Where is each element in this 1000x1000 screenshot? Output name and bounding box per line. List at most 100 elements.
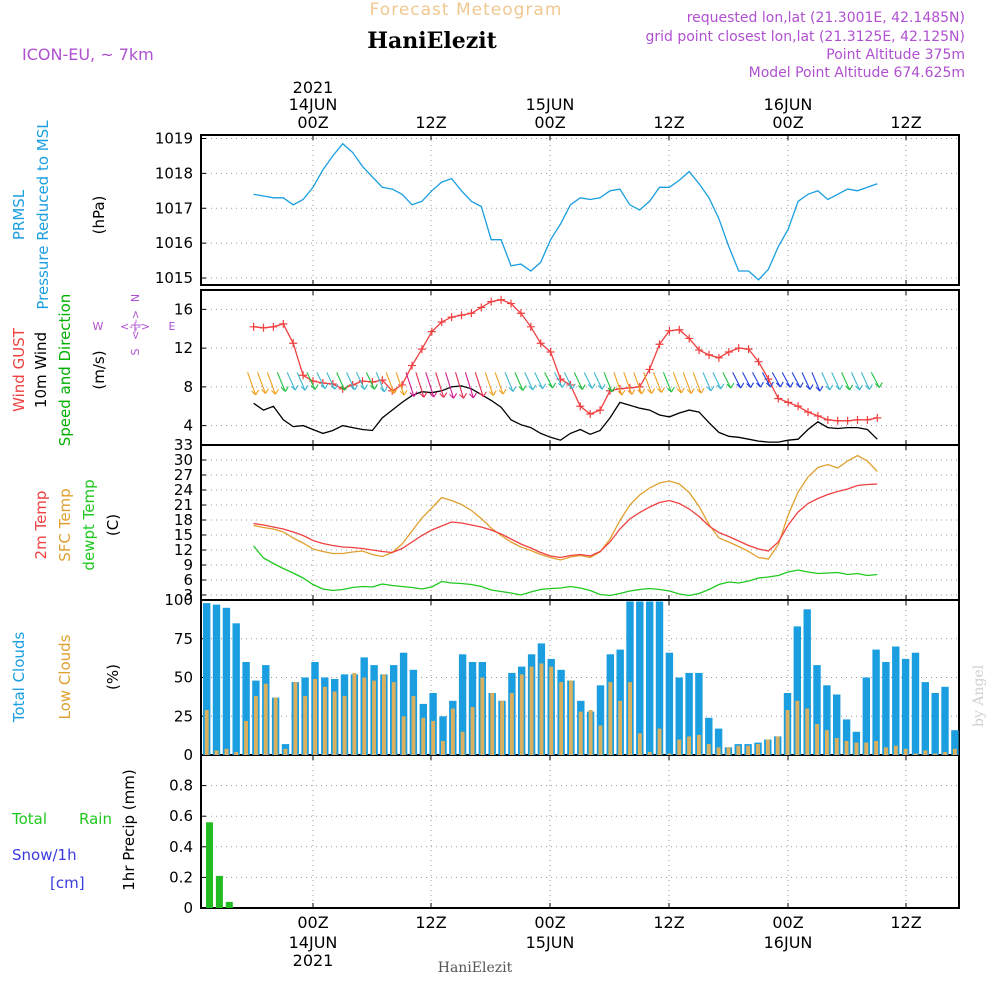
y-tick-label: 15 — [174, 526, 193, 544]
low-clouds-bar — [874, 741, 879, 755]
total-clouds-bar — [222, 607, 231, 756]
low-clouds-bar — [519, 674, 524, 755]
total-clouds-bar — [911, 652, 920, 755]
y-tick-label: 24 — [174, 481, 193, 499]
low-clouds-bar — [844, 741, 849, 755]
wind-direction-arrow — [672, 372, 685, 394]
y-tick-label: 25 — [174, 707, 193, 725]
wind-direction-arrow — [860, 372, 873, 390]
total-clouds-bar — [833, 694, 841, 755]
low-clouds-bar — [303, 696, 308, 755]
compass-horizontal-arrow: <-|-> — [120, 320, 150, 333]
low-clouds-bar — [815, 724, 819, 755]
gust-marker — [734, 344, 743, 353]
low-clouds-bar — [441, 741, 445, 755]
wind-direction-arrow — [702, 372, 715, 392]
panel-frame — [200, 754, 960, 909]
wind-direction-arrow — [405, 372, 418, 397]
gust-marker — [289, 339, 298, 348]
y-tick-label: 8 — [183, 378, 193, 396]
low-clouds-bar — [490, 693, 495, 755]
low-clouds-bar — [244, 720, 248, 755]
wind-direction-arrow — [692, 372, 705, 394]
low-clouds-bar — [421, 717, 426, 755]
gust-marker — [804, 408, 812, 417]
low-clouds-bar — [667, 753, 672, 755]
forecast-title: Forecast Meteogram — [370, 0, 563, 20]
low-clouds-bar — [313, 679, 317, 755]
gust-marker — [724, 348, 733, 356]
wind-direction-arrow — [831, 372, 844, 391]
snow-label: Snow/1h — [12, 846, 77, 864]
total-clouds-bar — [872, 649, 880, 755]
total-clouds-bar — [892, 646, 900, 755]
bottom-date-15jun: 15JUN — [526, 933, 575, 952]
top-tick-12z-3: 12Z — [890, 113, 921, 132]
total-clouds-bar — [232, 623, 240, 756]
low-clouds-bar — [460, 731, 465, 756]
rain-bar — [215, 875, 223, 908]
wind-direction-arrow — [356, 372, 368, 390]
wind-label: 10m Wind — [32, 332, 50, 408]
low-clouds-bar — [391, 682, 396, 755]
total-clouds-bar — [646, 601, 654, 755]
grid-point-coords: grid point closest lon,lat (21.3125E, 42… — [645, 29, 965, 45]
gust-marker — [507, 299, 515, 308]
rain-bar — [225, 901, 233, 908]
low-clouds-bar — [362, 677, 367, 755]
gust-marker — [695, 346, 704, 355]
total-clouds-bar — [665, 652, 674, 755]
y-tick-label: 6 — [183, 571, 193, 589]
low-clouds-bar — [716, 747, 721, 756]
low-clouds-bar — [775, 736, 780, 755]
wind-unit: (m/s) — [90, 350, 108, 389]
wind-direction-arrow — [296, 372, 309, 391]
total-clouds-bar — [882, 662, 890, 755]
total-clouds-bar — [458, 654, 467, 756]
gust-marker — [576, 402, 585, 411]
low-clouds-bar — [509, 693, 514, 755]
wind-direction-arrow — [563, 372, 576, 390]
total-clouds-bar — [399, 652, 408, 755]
gust-marker — [249, 322, 258, 331]
gust-marker — [863, 415, 872, 424]
low-clouds-bar — [332, 691, 337, 755]
gust-marker — [596, 406, 605, 415]
compass-w: W — [93, 320, 104, 333]
wind-direction-arrow — [821, 372, 834, 391]
total-clouds-bar — [212, 604, 221, 755]
wind-direction-arrow — [850, 372, 863, 391]
bottom-tick-00z-3: 00Z — [772, 913, 803, 932]
compass-s: S — [129, 348, 142, 355]
low-clouds-bar — [214, 750, 219, 755]
low-clouds-bar — [293, 682, 298, 755]
wind-direction-arrow — [395, 372, 408, 396]
wind-direction-arrow — [603, 372, 616, 393]
low-clouds-bar — [470, 707, 475, 755]
bottom-tick-00z-1: 00Z — [297, 913, 328, 932]
dewpt-line — [253, 545, 878, 597]
wind-direction-arrow — [573, 372, 586, 390]
gust-marker — [586, 410, 595, 418]
wind-direction-arrow — [722, 372, 735, 389]
low-clouds-bar — [805, 708, 810, 755]
y-tick-label: 0.6 — [169, 807, 193, 825]
low-clouds-bar — [588, 710, 593, 755]
total-clouds-bar — [921, 682, 929, 755]
precip-unit: 1hr Precip (mm) — [120, 769, 138, 890]
gust-marker — [279, 319, 288, 328]
low-clouds-bar — [736, 745, 741, 755]
credit: by Angel — [971, 664, 987, 727]
y-tick-label: 0 — [183, 746, 193, 764]
wind-direction-arrow — [791, 372, 804, 388]
point-altitude: Point Altitude 375m — [826, 47, 965, 63]
wind-direction-arrow — [415, 372, 428, 398]
low-clouds-bar — [637, 733, 642, 755]
y-tick-label: 1015 — [155, 269, 193, 287]
gust-marker — [794, 402, 803, 411]
total-clouds-bar — [626, 601, 634, 755]
gust-marker — [497, 295, 506, 304]
low-clouds-bar — [401, 716, 406, 756]
gust-marker — [417, 345, 426, 354]
gust-marker — [427, 327, 436, 336]
